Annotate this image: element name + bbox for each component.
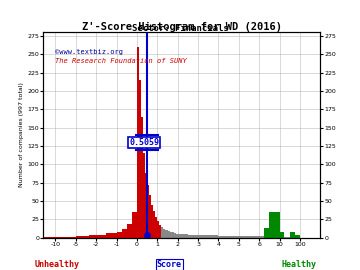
- Bar: [76, 236, 82, 238]
- Bar: [117, 232, 122, 238]
- Y-axis label: Number of companies (997 total): Number of companies (997 total): [19, 83, 24, 187]
- Bar: [68, 237, 76, 238]
- Bar: [264, 228, 269, 238]
- Bar: [239, 236, 249, 238]
- Bar: [141, 117, 143, 238]
- Bar: [107, 233, 117, 238]
- Bar: [151, 205, 153, 238]
- Bar: [249, 236, 259, 238]
- Bar: [174, 233, 176, 238]
- Title: Z'-Score Histogram for WD (2016): Z'-Score Histogram for WD (2016): [82, 22, 282, 32]
- Bar: [208, 235, 219, 238]
- Bar: [229, 236, 239, 238]
- Bar: [198, 235, 208, 238]
- Bar: [170, 232, 172, 238]
- Bar: [178, 234, 183, 238]
- Bar: [161, 227, 163, 238]
- Bar: [147, 185, 149, 238]
- Text: Unhealthy: Unhealthy: [35, 260, 80, 269]
- Text: 0.5059: 0.5059: [129, 138, 159, 147]
- Bar: [176, 234, 178, 238]
- Bar: [122, 229, 127, 238]
- Bar: [59, 237, 68, 238]
- Text: The Research Foundation of SUNY: The Research Foundation of SUNY: [55, 58, 187, 64]
- Bar: [127, 224, 132, 238]
- Bar: [167, 231, 170, 238]
- Text: Score: Score: [157, 260, 182, 269]
- Bar: [155, 217, 157, 238]
- Bar: [159, 225, 161, 238]
- Bar: [172, 232, 174, 238]
- Bar: [188, 235, 193, 238]
- Bar: [96, 235, 107, 238]
- Bar: [132, 212, 137, 238]
- Text: ©www.textbiz.org: ©www.textbiz.org: [55, 49, 123, 55]
- Bar: [259, 236, 264, 238]
- Text: Sector: Financials: Sector: Financials: [132, 24, 228, 33]
- Bar: [89, 235, 96, 238]
- Bar: [284, 237, 290, 238]
- Bar: [290, 232, 296, 238]
- Bar: [269, 212, 280, 238]
- Text: Healthy: Healthy: [281, 260, 316, 269]
- Bar: [139, 80, 141, 238]
- Bar: [193, 235, 198, 238]
- Bar: [137, 47, 139, 238]
- Bar: [183, 234, 188, 238]
- Bar: [280, 232, 284, 238]
- Bar: [163, 229, 166, 238]
- Bar: [153, 211, 155, 238]
- Bar: [219, 236, 229, 238]
- Bar: [82, 236, 89, 238]
- Bar: [145, 173, 147, 238]
- Bar: [143, 153, 145, 238]
- Bar: [35, 237, 59, 238]
- Bar: [149, 195, 151, 238]
- Bar: [166, 230, 167, 238]
- Bar: [157, 221, 159, 238]
- Bar: [296, 235, 300, 238]
